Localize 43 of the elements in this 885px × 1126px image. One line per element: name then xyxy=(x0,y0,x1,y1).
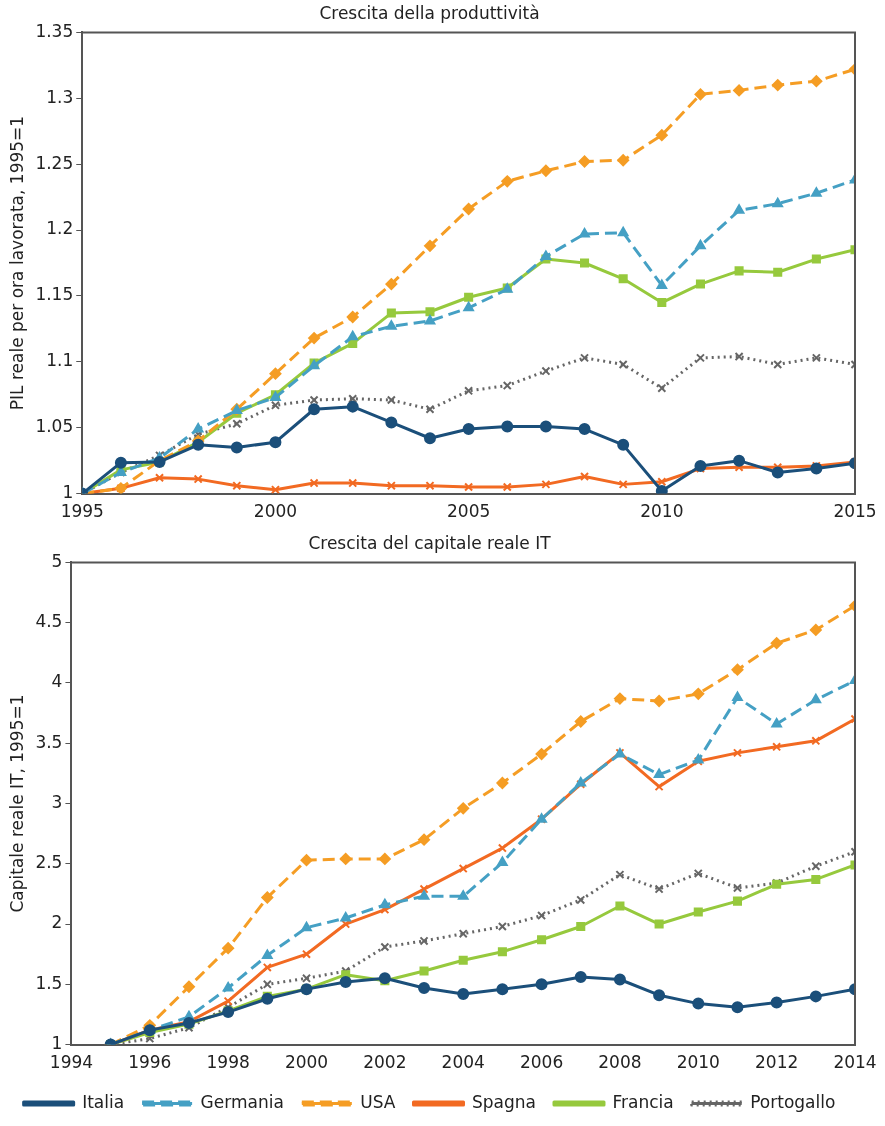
y-tick-label: 1.3 xyxy=(46,86,74,107)
y-tick-label: 1 xyxy=(51,1033,63,1054)
y-tick-label: 1.35 xyxy=(35,20,74,41)
x-tick-label: 2002 xyxy=(363,1052,407,1073)
y-tick-label: 3 xyxy=(51,791,63,812)
y-tick-label: 4.5 xyxy=(35,611,63,632)
y-tick-label: 2 xyxy=(51,912,63,933)
y-tick-label: 1.1 xyxy=(46,350,74,371)
x-tick-label: 1994 xyxy=(49,1052,94,1073)
x-tick-label: 2000 xyxy=(253,501,298,522)
legend-label: Francia xyxy=(612,1091,674,1112)
x-tick-label: 2004 xyxy=(441,1052,485,1073)
y-axis-title: Capitale reale IT, 1995=1 xyxy=(6,694,27,913)
y-axis-title: PIL reale per ora lavorata, 1995=1 xyxy=(6,115,27,411)
y-tick-label: 3.5 xyxy=(35,731,63,752)
legend-label: Spagna xyxy=(472,1091,536,1112)
y-tick-label: 4 xyxy=(51,671,63,692)
x-tick-label: 2008 xyxy=(598,1052,642,1073)
chart-title: Crescita del capitale reale IT xyxy=(308,532,552,553)
x-tick-label: 2000 xyxy=(284,1052,329,1073)
x-tick-label: 2010 xyxy=(640,501,684,522)
chart-title: Crescita della produttività xyxy=(319,2,540,23)
x-tick-label: 1998 xyxy=(206,1052,250,1073)
y-tick-label: 5 xyxy=(51,550,63,571)
y-tick-label: 1.2 xyxy=(46,218,74,239)
legend-label: Germania xyxy=(200,1091,284,1112)
legend-label: Portogallo xyxy=(750,1091,836,1112)
y-tick-label: 1.15 xyxy=(35,284,74,305)
y-tick-label: 1.05 xyxy=(35,416,74,437)
x-tick-label: 2015 xyxy=(833,501,877,522)
x-tick-label: 1995 xyxy=(60,501,104,522)
x-tick-label: 2005 xyxy=(446,501,491,522)
x-tick-label: 2014 xyxy=(833,1052,877,1073)
y-tick-label: 1 xyxy=(62,482,74,503)
x-tick-label: 2010 xyxy=(676,1052,720,1073)
x-tick-label: 2006 xyxy=(519,1052,564,1073)
x-tick-label: 2012 xyxy=(755,1052,799,1073)
y-tick-label: 1.25 xyxy=(35,152,74,173)
y-tick-label: 2.5 xyxy=(35,852,63,873)
legend-label: USA xyxy=(360,1091,396,1112)
legend-label: Italia xyxy=(82,1091,125,1112)
x-tick-label: 1996 xyxy=(128,1052,172,1073)
y-tick-label: 1.5 xyxy=(35,972,63,993)
